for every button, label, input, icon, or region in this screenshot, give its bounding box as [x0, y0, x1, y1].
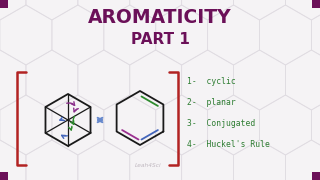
Text: 2-  planar: 2- planar: [187, 98, 236, 107]
Text: Leah4Sci: Leah4Sci: [135, 163, 161, 168]
Text: AROMATICITY: AROMATICITY: [88, 8, 232, 27]
Bar: [0, 172, 8, 180]
Text: PART 1: PART 1: [131, 32, 189, 47]
Text: 3-  Conjugated: 3- Conjugated: [187, 119, 255, 128]
Bar: [0, 0, 8, 8]
Text: 1-  cyclic: 1- cyclic: [187, 77, 236, 86]
Text: 4-  Huckel's Rule: 4- Huckel's Rule: [187, 140, 270, 149]
Bar: [312, 172, 320, 180]
Bar: [312, 0, 320, 8]
